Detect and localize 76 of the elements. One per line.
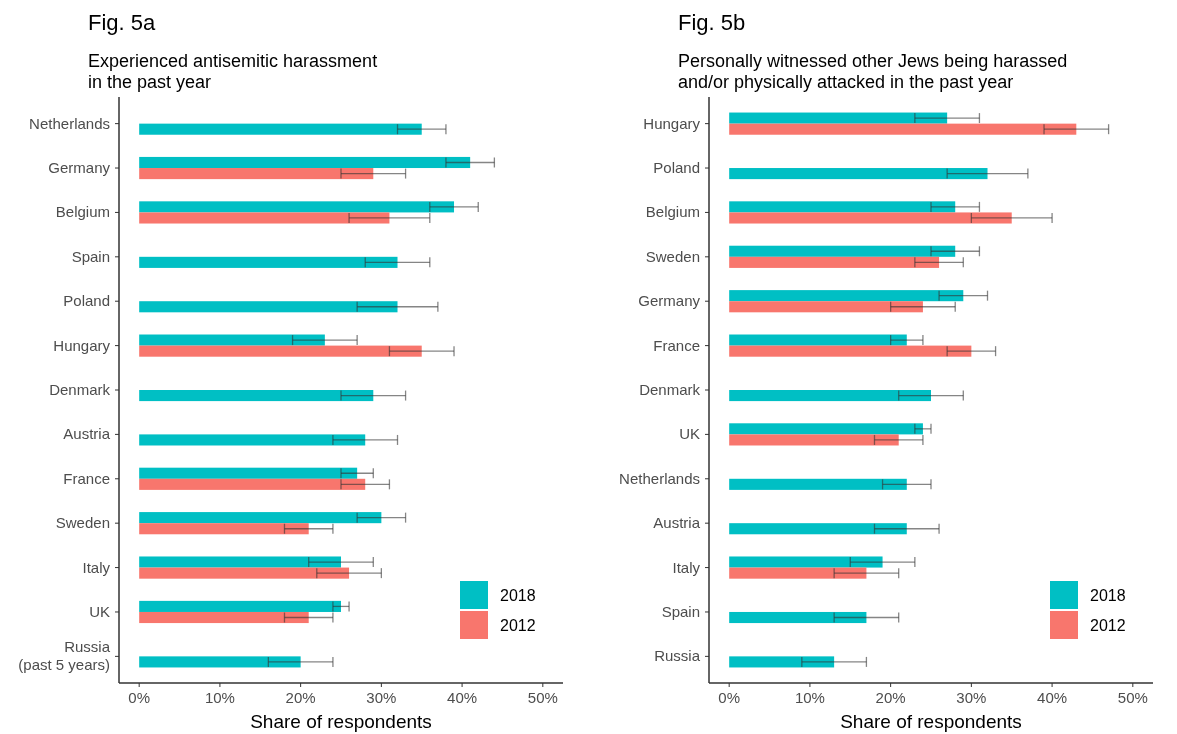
y-tick-label: France	[653, 336, 700, 354]
chart-subtitle: Personally witnessed other Jews being harassed and/or physically attacked in the past year	[678, 51, 1068, 92]
bar	[139, 567, 350, 579]
bar	[729, 301, 923, 313]
bar	[139, 201, 455, 213]
bar	[729, 423, 923, 435]
y-tick-label: Denmark	[49, 381, 111, 398]
x-axis-title: Share of respondents	[250, 711, 432, 732]
y-tick-label: Spain	[661, 602, 700, 620]
y-tick-label: Belgium	[645, 203, 700, 221]
x-tick-label: 30%	[366, 689, 397, 706]
bar	[139, 168, 374, 180]
y-tick-label: Russia (past 5 years)	[18, 638, 111, 674]
y-tick-label: Denmark	[639, 381, 701, 398]
bar	[729, 212, 1012, 224]
y-tick-label: Germany	[638, 292, 701, 310]
bar	[729, 256, 940, 268]
y-tick-label: UK	[89, 602, 110, 620]
y-tick-label: UK	[679, 425, 700, 443]
x-tick-label: 40%	[447, 689, 478, 706]
bar	[139, 467, 358, 479]
bar	[139, 556, 341, 568]
bar	[139, 156, 471, 169]
bar	[729, 567, 867, 579]
x-tick-label: 0%	[128, 689, 151, 706]
legend-label: 2018	[1090, 587, 1126, 604]
x-tick-label: 40%	[1037, 689, 1068, 706]
x-tick-label: 50%	[1117, 689, 1148, 706]
y-tick-label: Italy	[672, 558, 701, 576]
legend-label: 2012	[500, 617, 536, 634]
chart-subtitle: Experienced antisemitic harassment in the past year	[88, 51, 378, 92]
y-tick-label: Sweden	[55, 514, 110, 532]
legend-label: 2018	[500, 587, 536, 604]
x-tick-label: 30%	[956, 689, 987, 706]
y-tick-label: Spain	[71, 247, 110, 265]
y-tick-label: Hungary	[53, 336, 111, 354]
y-tick-label: Austria	[63, 425, 111, 443]
bar	[729, 245, 956, 257]
y-tick-label: France	[63, 469, 110, 487]
x-axis-title: Share of respondents	[840, 711, 1022, 732]
y-tick-label: Germany	[48, 159, 111, 177]
y-tick-label: Poland	[63, 292, 110, 310]
y-tick-label: Hungary	[643, 114, 701, 132]
bar	[139, 512, 382, 524]
bar	[729, 112, 948, 124]
x-tick-label: 10%	[794, 689, 825, 706]
bar	[139, 478, 366, 490]
bar	[729, 290, 964, 302]
bar	[139, 523, 309, 535]
bar	[139, 334, 325, 346]
legend-label: 2012	[1090, 617, 1126, 634]
bar	[729, 556, 883, 568]
x-tick-label: 20%	[285, 689, 316, 706]
chart-title: Fig. 5b	[678, 10, 746, 35]
bar	[729, 434, 899, 446]
chart-title: Fig. 5a	[88, 10, 157, 35]
y-tick-label: Austria	[653, 514, 701, 532]
bar	[729, 334, 907, 346]
y-tick-label: Sweden	[645, 247, 700, 265]
y-tick-label: Netherlands	[29, 114, 110, 132]
bar	[139, 611, 309, 624]
bar	[139, 600, 341, 612]
bar	[139, 345, 422, 357]
bar	[729, 123, 1077, 135]
y-tick-label: Italy	[82, 558, 111, 576]
x-tick-label: 50%	[527, 689, 558, 706]
x-tick-label: 10%	[204, 689, 235, 706]
y-tick-label: Belgium	[55, 203, 110, 221]
y-tick-label: Poland	[653, 159, 700, 177]
y-tick-label: Russia	[654, 647, 701, 665]
bar	[729, 345, 972, 357]
x-tick-label: 0%	[718, 689, 741, 706]
bar	[139, 212, 390, 224]
x-tick-label: 20%	[875, 689, 906, 706]
y-tick-label: Netherlands	[619, 469, 700, 487]
bar	[729, 201, 956, 213]
